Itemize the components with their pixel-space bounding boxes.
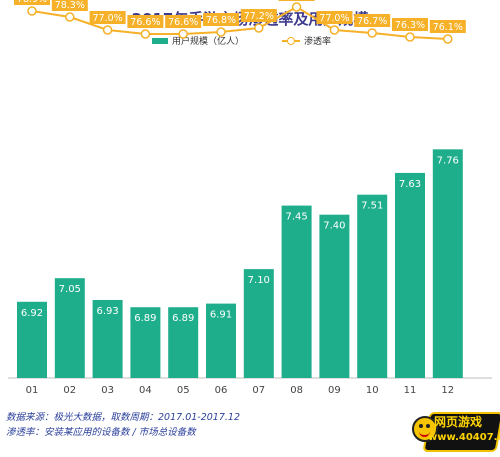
line-point bbox=[216, 27, 226, 37]
line-label-box bbox=[240, 9, 277, 22]
x-tick-label: 03 bbox=[101, 385, 114, 396]
x-tick-label: 12 bbox=[441, 385, 454, 396]
line-point bbox=[140, 29, 151, 39]
line-label-box bbox=[354, 14, 391, 27]
legend-swatch-line bbox=[282, 36, 300, 45]
line-point bbox=[65, 12, 75, 22]
legend-label-penetration: 渗透率 bbox=[304, 37, 332, 47]
bar-value-label: 6.91 bbox=[210, 310, 232, 321]
definition-note: 渗透率：安装某应用的设备数 / 市场总设备数 bbox=[6, 427, 196, 438]
line-point bbox=[405, 32, 415, 42]
line-label-box bbox=[392, 18, 428, 31]
watermark-top-text: 网页游戏 bbox=[434, 415, 483, 429]
bar bbox=[432, 149, 463, 378]
x-tick-label: 02 bbox=[63, 385, 76, 396]
line-point bbox=[254, 23, 264, 33]
x-tick-label: 10 bbox=[366, 385, 379, 396]
bar-value-label: 6.89 bbox=[172, 313, 194, 324]
line-value-label: 78.9% bbox=[17, 0, 47, 5]
line-value-label: 77.0% bbox=[319, 13, 349, 24]
bar bbox=[243, 269, 274, 378]
bar bbox=[130, 307, 161, 378]
bar-value-label: 7.51 bbox=[361, 201, 383, 212]
x-tick-label: 07 bbox=[252, 385, 265, 396]
line-value-label: 77.0% bbox=[93, 13, 123, 24]
line-label-box bbox=[165, 15, 202, 28]
line-point bbox=[367, 28, 377, 38]
legend-swatch-bar bbox=[152, 37, 168, 44]
line-label-box bbox=[278, 0, 315, 1]
bar-value-label: 7.63 bbox=[399, 179, 421, 190]
bar-value-label: 7.45 bbox=[285, 212, 307, 223]
line-label-box bbox=[14, 0, 50, 5]
bar-value-label: 7.40 bbox=[323, 221, 345, 232]
bar-value-label: 7.76 bbox=[437, 155, 459, 166]
bar bbox=[168, 307, 199, 378]
bar bbox=[357, 194, 388, 378]
x-tick-label: 08 bbox=[290, 385, 303, 396]
line-value-label: 76.3% bbox=[395, 20, 425, 31]
smiley-icon bbox=[412, 416, 438, 442]
line-value-label: 77.2% bbox=[244, 11, 274, 22]
line-value-label: 79.3% bbox=[282, 0, 312, 1]
line-label-box bbox=[127, 15, 164, 28]
legend-item-penetration: 渗透率 bbox=[282, 34, 331, 47]
line-label-box bbox=[203, 13, 239, 26]
bar-value-label: 7.05 bbox=[59, 284, 81, 295]
bar bbox=[92, 299, 123, 378]
line-value-label: 76.6% bbox=[168, 17, 198, 28]
line-value-label: 78.3% bbox=[55, 0, 85, 11]
line-point bbox=[178, 29, 188, 39]
line-label-box bbox=[51, 0, 88, 12]
bar bbox=[17, 301, 47, 378]
bar bbox=[54, 278, 85, 378]
penetration-line bbox=[31, 5, 448, 40]
bar-value-label: 7.10 bbox=[248, 275, 270, 286]
x-tick-label: 09 bbox=[328, 385, 341, 396]
legend: 用户规模（亿人） 渗透率 bbox=[0, 34, 500, 50]
line-point bbox=[102, 25, 113, 35]
bar bbox=[319, 214, 350, 378]
line-label-box bbox=[89, 11, 126, 24]
line-point bbox=[291, 2, 302, 12]
x-tick-label: 11 bbox=[404, 385, 417, 396]
x-tick-label: 05 bbox=[177, 385, 190, 396]
line-label-box bbox=[316, 11, 353, 24]
bar bbox=[395, 172, 425, 378]
line-point bbox=[27, 6, 37, 16]
bar bbox=[206, 303, 236, 378]
bar-value-label: 6.93 bbox=[96, 306, 118, 317]
bar bbox=[281, 205, 312, 378]
source-note: 数据来源：极光大数据，取数周期：2017.01-2017.12 bbox=[6, 412, 240, 423]
line-value-label: 76.1% bbox=[433, 22, 463, 33]
line-point bbox=[443, 34, 453, 44]
line-value-label: 76.6% bbox=[130, 17, 160, 28]
bar-value-label: 6.92 bbox=[21, 308, 43, 319]
line-label-box bbox=[429, 20, 466, 33]
site-watermark-logo: 网页游戏 www.40407.com bbox=[412, 410, 500, 452]
line-value-label: 76.8% bbox=[206, 15, 236, 26]
x-tick-label: 01 bbox=[26, 385, 39, 396]
line-value-label: 76.7% bbox=[357, 16, 387, 27]
line-point bbox=[329, 25, 340, 35]
x-tick-label: 06 bbox=[215, 385, 228, 396]
x-tick-label: 04 bbox=[139, 385, 152, 396]
watermark-bottom-text: www.40407.com bbox=[428, 432, 500, 443]
bar-value-label: 6.89 bbox=[134, 313, 156, 324]
legend-item-users: 用户规模（亿人） bbox=[152, 34, 244, 47]
legend-label-users: 用户规模（亿人） bbox=[172, 37, 245, 47]
